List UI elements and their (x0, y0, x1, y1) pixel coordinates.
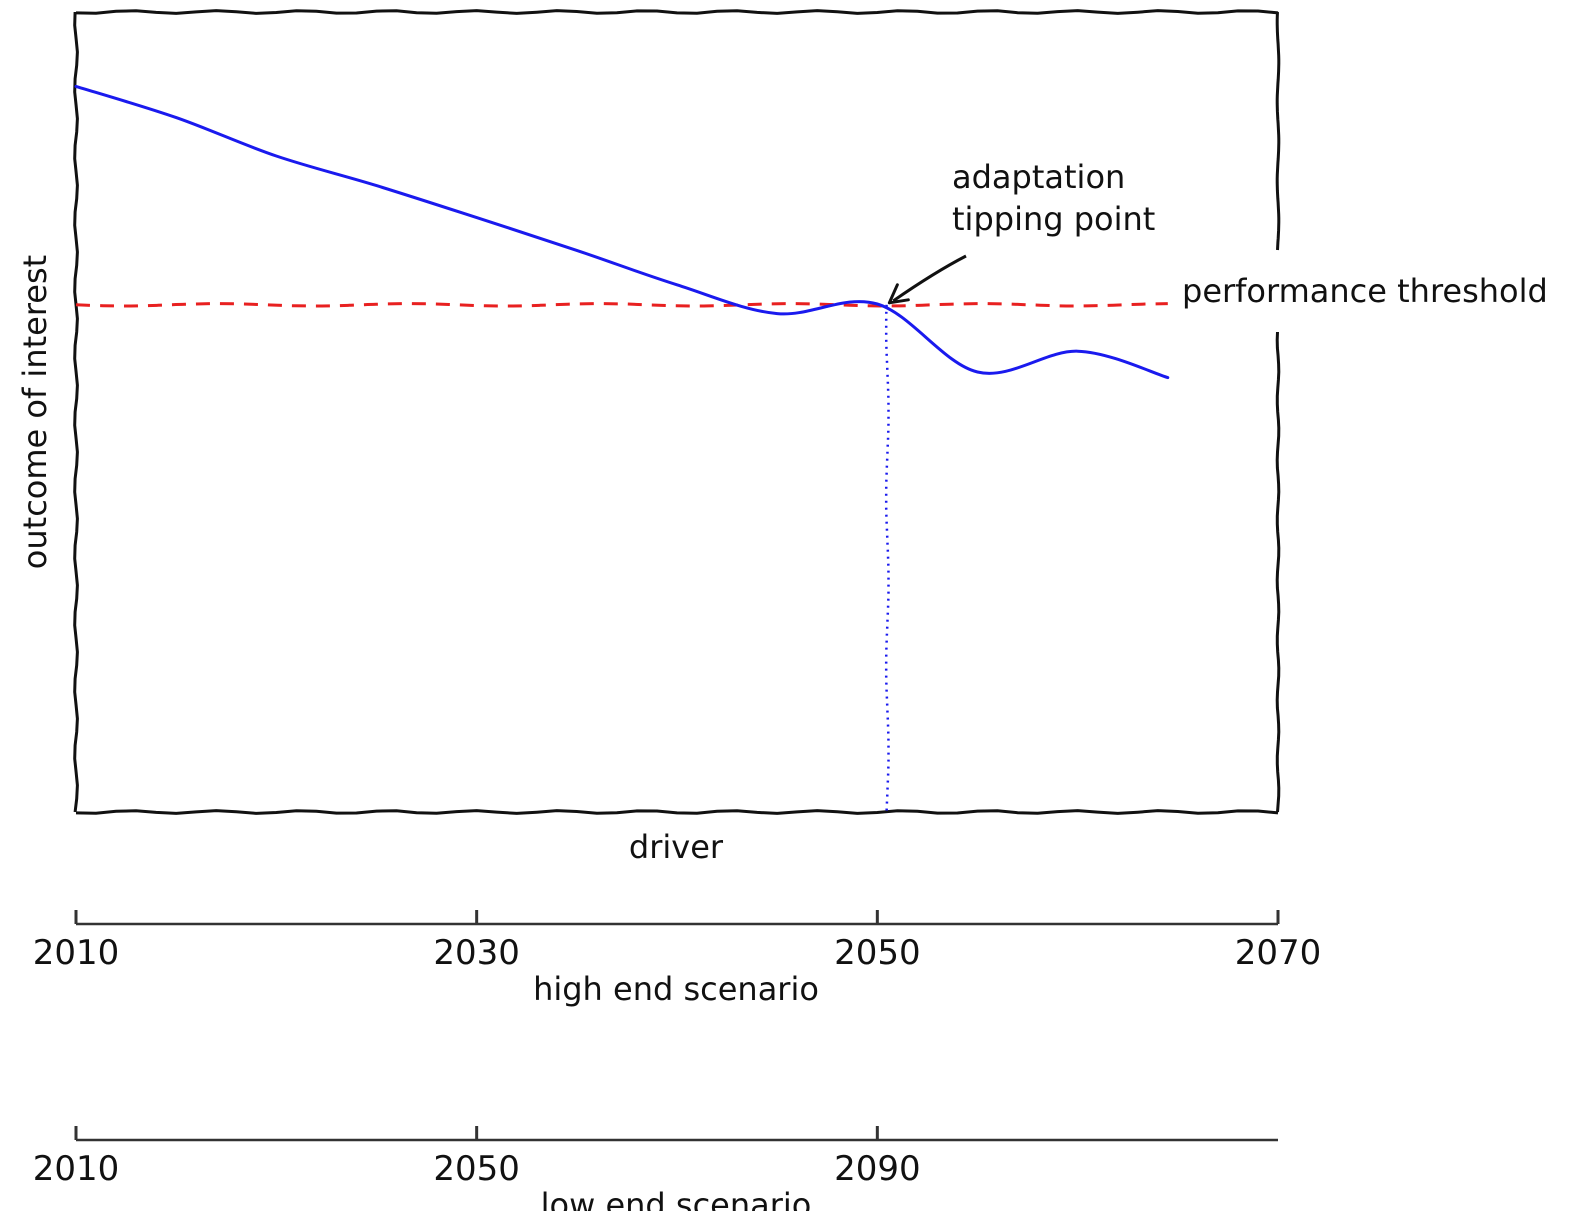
frame-right-upper (1275, 11, 1281, 251)
tipping-point-label-line-1: adaptation (952, 158, 1125, 196)
scenario-axis-tick-label: 2050 (433, 1149, 520, 1189)
performance-threshold-line (75, 302, 1168, 308)
frame-bottom (75, 809, 1279, 815)
scenario-axis-1: 2010 2050 2090 low end scenario (33, 1126, 1278, 1211)
plot-frame (73, 9, 1281, 815)
scenario-axis-0: 2010 2030 2050 2070 high end scenario (33, 910, 1322, 1008)
scenario-axis-label: low end scenario (541, 1186, 812, 1211)
scenario-axes: 2010 2030 2050 2070 high end scenario 2010 205… (33, 910, 1322, 1211)
scenario-axis-tick-label: 2010 (33, 933, 120, 973)
scenario-axis-tick-label: 2010 (33, 1149, 120, 1189)
scenario-axis-label: high end scenario (533, 970, 819, 1008)
scenario-axis-tick-label: 2070 (1235, 933, 1322, 973)
frame-right-lower (1275, 331, 1281, 813)
annotations (887, 254, 967, 305)
plot-lines (74, 84, 1170, 813)
scenario-axis-tick-label: 2050 (834, 933, 921, 973)
performance-threshold-label: performance threshold (1182, 272, 1548, 310)
tipping-point-arrowhead (887, 283, 910, 305)
tipping-point-drop-line (884, 304, 890, 813)
tipping-point-label-line-2: tipping point (952, 200, 1155, 238)
series-line-0 (74, 84, 1170, 380)
x-axis-label: driver (629, 828, 724, 866)
scenario-axis-tick-label: 2030 (433, 933, 520, 973)
tipping-point-arrow (892, 254, 967, 303)
frame-top (75, 9, 1279, 15)
frame-left (73, 11, 79, 813)
scenario-axis-tick-label: 2090 (834, 1149, 921, 1189)
y-axis-label: outcome of interest (16, 255, 54, 569)
